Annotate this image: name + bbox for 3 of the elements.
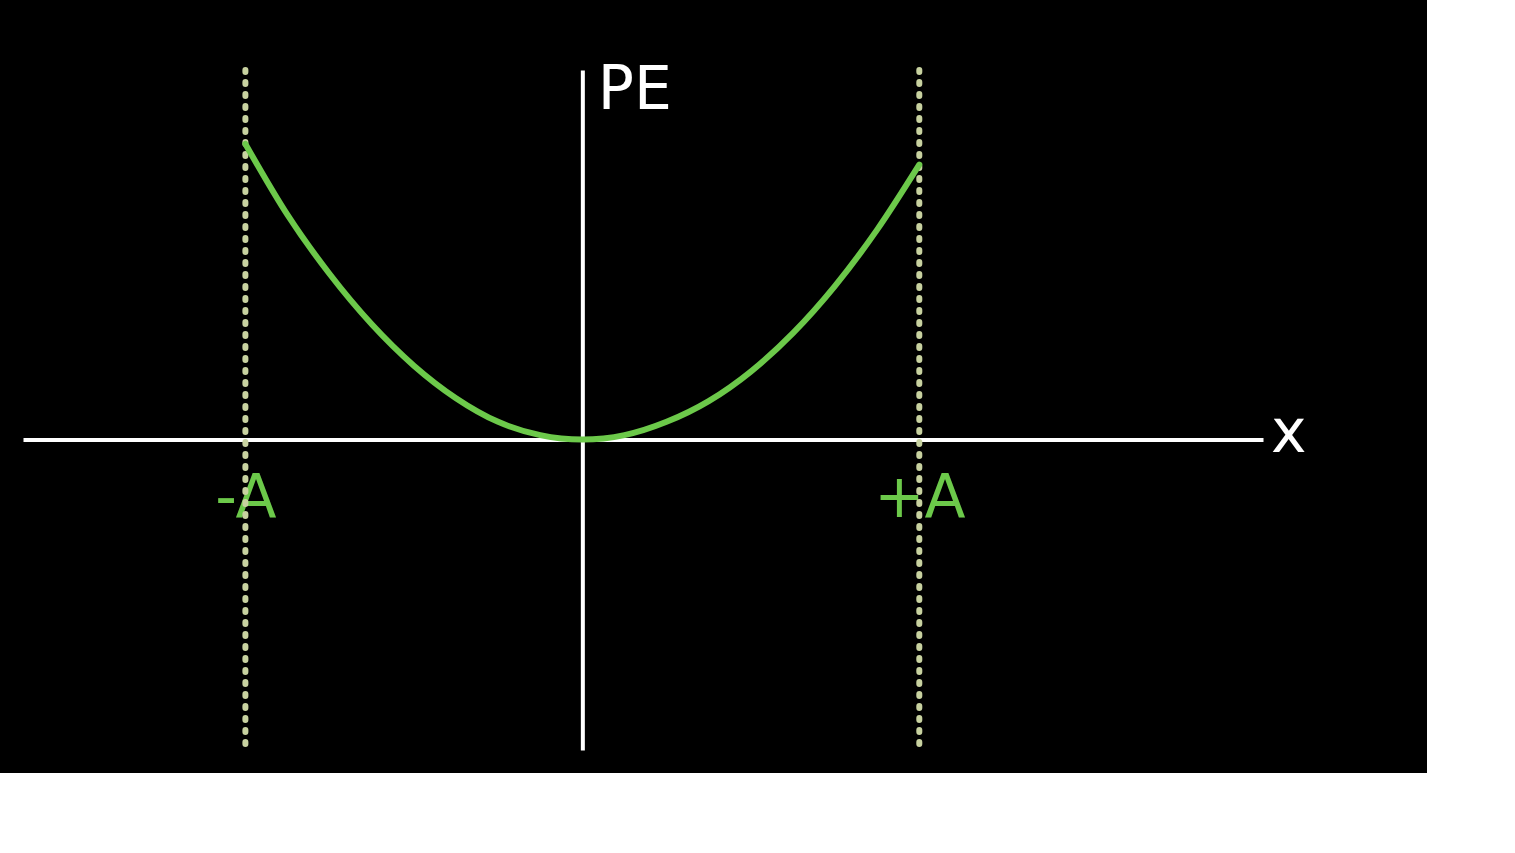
text: x <box>1271 395 1307 466</box>
y-axis-title: PE <box>597 52 672 123</box>
x-tick-label: +A <box>874 461 966 532</box>
